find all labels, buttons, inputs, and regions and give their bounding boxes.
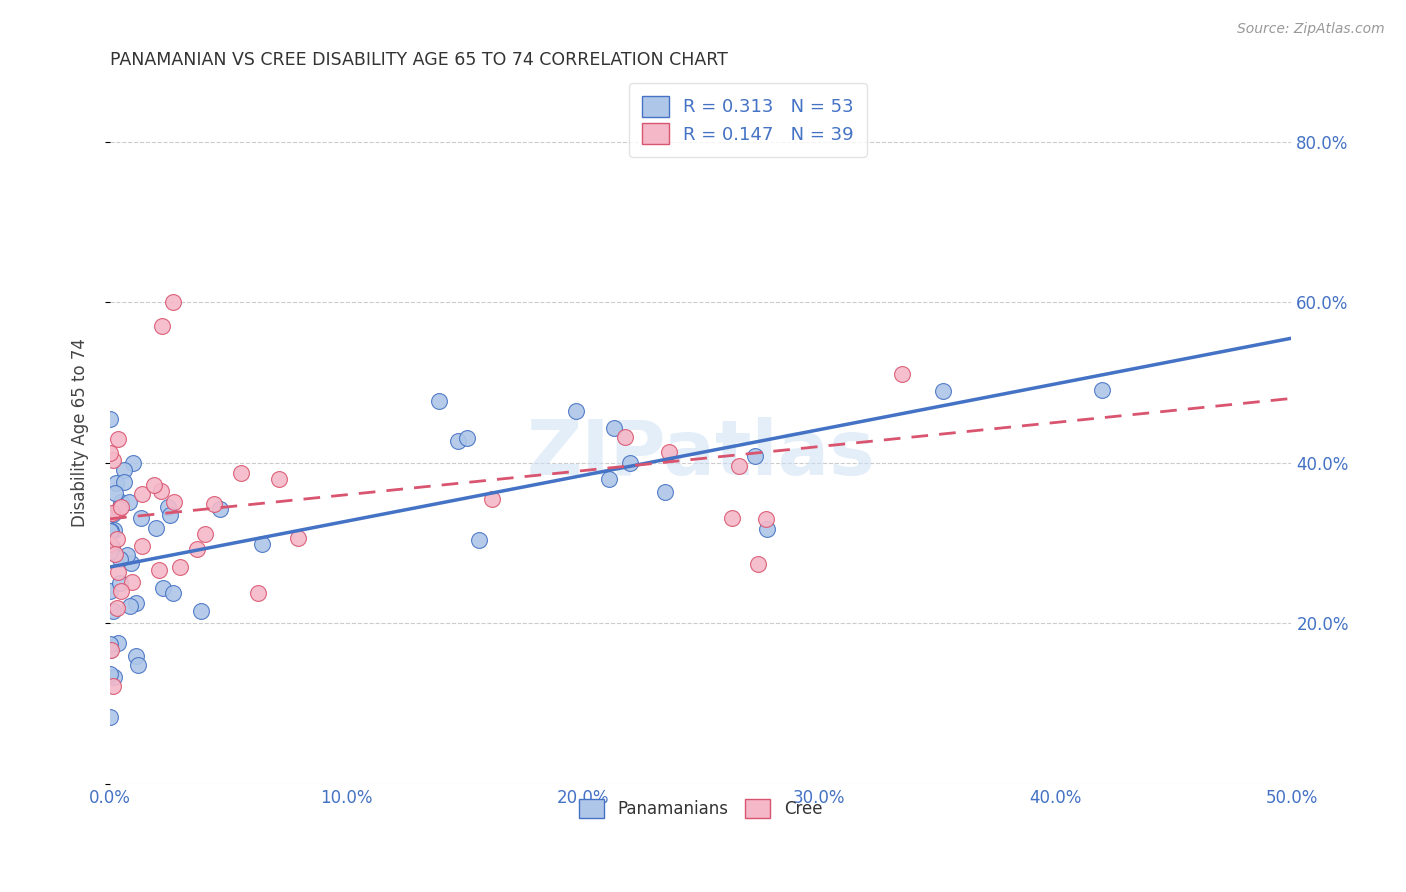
Point: [598, 472, 620, 486]
Point: [118, 495, 141, 509]
Point: [100, 446, 122, 460]
Point: [101, 507, 124, 521]
Point: [194, 526, 217, 541]
Point: [110, 500, 132, 514]
Point: [98, 643, 121, 657]
Y-axis label: Disability Age 65 to 74: Disability Age 65 to 74: [72, 338, 89, 527]
Point: [456, 431, 478, 445]
Point: [105, 532, 128, 546]
Point: [101, 506, 124, 520]
Point: [98, 584, 121, 599]
Point: [105, 476, 128, 491]
Point: [125, 596, 148, 610]
Point: [619, 456, 641, 470]
Point: [190, 604, 212, 618]
Point: [720, 511, 742, 525]
Point: [208, 502, 231, 516]
Point: [148, 562, 170, 576]
Point: [142, 478, 165, 492]
Point: [98, 411, 121, 425]
Point: [891, 367, 914, 381]
Point: [481, 491, 503, 506]
Point: [100, 643, 122, 657]
Point: [159, 508, 181, 522]
Point: [169, 560, 191, 574]
Point: [246, 586, 269, 600]
Point: [129, 510, 152, 524]
Point: [122, 456, 145, 470]
Point: [468, 533, 491, 547]
Point: [150, 319, 173, 334]
Point: [107, 565, 129, 579]
Point: [110, 495, 132, 509]
Point: [121, 575, 143, 590]
Point: [744, 450, 766, 464]
Point: [115, 548, 138, 562]
Point: [156, 500, 179, 515]
Point: [98, 637, 121, 651]
Point: [162, 585, 184, 599]
Point: [100, 524, 122, 538]
Legend: Panamanians, Cree: Panamanians, Cree: [572, 792, 830, 824]
Point: [755, 522, 778, 536]
Point: [131, 487, 153, 501]
Text: Source: ZipAtlas.com: Source: ZipAtlas.com: [1237, 22, 1385, 37]
Point: [603, 421, 626, 435]
Point: [287, 531, 309, 545]
Point: [98, 667, 121, 681]
Point: [98, 545, 121, 559]
Point: [100, 524, 122, 539]
Point: [131, 539, 153, 553]
Point: [112, 475, 135, 489]
Point: [107, 636, 129, 650]
Point: [120, 599, 142, 613]
Point: [103, 524, 125, 538]
Point: [145, 521, 167, 535]
Point: [427, 394, 450, 409]
Point: [110, 551, 132, 566]
Point: [250, 537, 273, 551]
Text: ZIPatlas: ZIPatlas: [526, 417, 875, 491]
Point: [447, 434, 470, 449]
Point: [98, 537, 121, 551]
Point: [101, 604, 124, 618]
Point: [202, 497, 225, 511]
Point: [755, 512, 778, 526]
Point: [105, 601, 128, 615]
Point: [120, 556, 142, 570]
Point: [104, 486, 127, 500]
Point: [127, 657, 149, 672]
Point: [654, 484, 676, 499]
Point: [125, 648, 148, 663]
Point: [104, 547, 127, 561]
Point: [267, 472, 290, 486]
Point: [152, 581, 174, 595]
Point: [186, 542, 208, 557]
Point: [162, 295, 184, 310]
Point: [110, 584, 132, 599]
Point: [112, 463, 135, 477]
Text: PANAMANIAN VS CREE DISABILITY AGE 65 TO 74 CORRELATION CHART: PANAMANIAN VS CREE DISABILITY AGE 65 TO …: [110, 51, 728, 69]
Point: [101, 452, 124, 467]
Point: [1091, 383, 1114, 397]
Point: [103, 679, 125, 693]
Point: [728, 458, 751, 473]
Point: [565, 404, 588, 418]
Point: [103, 670, 125, 684]
Point: [98, 543, 121, 558]
Point: [162, 495, 184, 509]
Point: [658, 445, 681, 459]
Point: [101, 540, 124, 554]
Point: [614, 430, 637, 444]
Point: [98, 710, 121, 724]
Point: [108, 501, 131, 516]
Point: [932, 384, 955, 398]
Point: [108, 576, 131, 591]
Point: [747, 557, 769, 571]
Point: [107, 432, 129, 446]
Point: [149, 483, 172, 498]
Point: [229, 466, 252, 480]
